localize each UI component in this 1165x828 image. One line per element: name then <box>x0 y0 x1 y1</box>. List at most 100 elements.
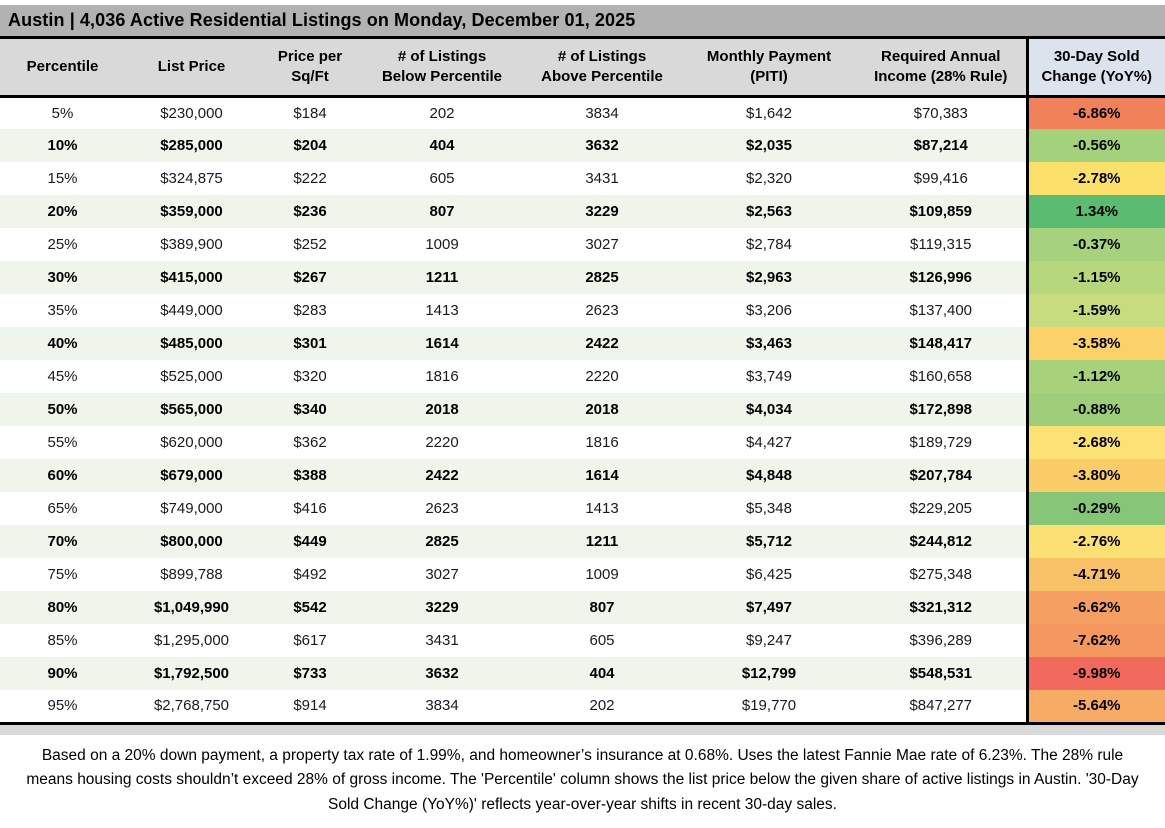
cell-yoy-change: -9.98% <box>1025 657 1165 690</box>
cell-list-price: $525,000 <box>160 368 223 385</box>
cell-listings-above: 3027 <box>585 236 619 253</box>
cell-monthly-payment: $3,206 <box>746 302 792 319</box>
cell-yoy-change: -1.12% <box>1025 360 1165 393</box>
cell-listings-below: 2220 <box>425 434 459 451</box>
cell-monthly-payment: $2,320 <box>746 170 792 187</box>
cell-listings-above: 1009 <box>585 566 619 583</box>
table-row: 65% $749,000 $416 2623 1413 $5,348 $229,… <box>0 492 1165 525</box>
footer-divider-strip <box>0 724 1165 735</box>
cell-listings-above: 605 <box>589 632 615 649</box>
cell-percentile: 20% <box>47 203 78 220</box>
cell-yoy-change: -0.37% <box>1025 228 1165 261</box>
cell-required-income: $109,859 <box>909 203 973 220</box>
cell-listings-below: 2825 <box>425 533 459 550</box>
cell-list-price: $285,000 <box>160 137 223 154</box>
cell-percentile: 65% <box>47 500 78 517</box>
cell-price-per-sqft: $362 <box>293 434 327 451</box>
table-row: 70% $800,000 $449 2825 1211 $5,712 $244,… <box>0 525 1165 558</box>
cell-required-income: $137,400 <box>909 302 973 319</box>
cell-monthly-payment: $4,034 <box>746 401 792 418</box>
footnote-text: Based on a 20% down payment, a property … <box>26 746 1139 814</box>
cell-list-price: $800,000 <box>160 533 223 550</box>
cell-list-price: $449,000 <box>160 302 223 319</box>
cell-percentile: 5% <box>51 104 74 122</box>
cell-percentile: 75% <box>47 566 78 583</box>
cell-required-income: $119,315 <box>910 236 972 253</box>
cell-price-per-sqft: $267 <box>293 269 327 286</box>
table-row: 15% $324,875 $222 605 3431 $2,320 $99,41… <box>0 162 1165 195</box>
table-header: Percentile List Price Price per Sq/Ft # … <box>0 39 1165 98</box>
table-row: 75% $899,788 $492 3027 1009 $6,425 $275,… <box>0 558 1165 591</box>
cell-listings-above: 3229 <box>585 203 619 220</box>
table-row: 5% $230,000 $184 202 3834 $1,642 $70,383… <box>0 96 1165 129</box>
cell-required-income: $70,383 <box>913 104 968 122</box>
cell-listings-above: 404 <box>589 665 615 682</box>
column-header-listings-above: # of Listings Above Percentile <box>522 39 682 98</box>
cell-price-per-sqft: $301 <box>293 335 327 352</box>
cell-percentile: 25% <box>47 236 78 253</box>
cell-listings-above: 1211 <box>585 533 619 550</box>
cell-listings-above: 3834 <box>585 104 619 122</box>
cell-list-price: $415,000 <box>160 269 223 286</box>
table-row: 80% $1,049,990 $542 3229 807 $7,497 $321… <box>0 591 1165 624</box>
table-row: 90% $1,792,500 $733 3632 404 $12,799 $54… <box>0 657 1165 690</box>
cell-yoy-change: -3.58% <box>1025 327 1165 360</box>
cell-monthly-payment: $5,348 <box>746 500 792 517</box>
cell-list-price: $230,000 <box>160 104 223 122</box>
table-row: 50% $565,000 $340 2018 2018 $4,034 $172,… <box>0 393 1165 426</box>
column-header-required-income: Required Annual Income (28% Rule) <box>856 39 1027 98</box>
top-margin <box>0 0 1165 5</box>
cell-listings-above: 1816 <box>585 434 619 451</box>
cell-listings-below: 3229 <box>425 599 459 616</box>
cell-percentile: 55% <box>47 434 78 451</box>
column-header-monthly-payment: Monthly Payment (PITI) <box>682 39 856 98</box>
cell-required-income: $847,277 <box>856 690 1027 725</box>
cell-price-per-sqft: $492 <box>293 566 327 583</box>
header-row: Percentile List Price Price per Sq/Ft # … <box>0 39 1165 98</box>
cell-required-income: $172,898 <box>909 401 973 418</box>
cell-required-income: $126,996 <box>909 269 973 286</box>
cell-listings-below: 2018 <box>425 401 459 418</box>
cell-required-income: $321,312 <box>909 599 973 616</box>
title-bar: Austin | 4,036 Active Residential Listin… <box>0 5 1165 39</box>
cell-required-income: $396,289 <box>909 632 973 649</box>
cell-yoy-change: -0.56% <box>1025 129 1165 162</box>
cell-percentile: 70% <box>47 533 78 550</box>
table-row: 85% $1,295,000 $617 3431 605 $9,247 $396… <box>0 624 1165 657</box>
cell-listings-below: 3834 <box>362 690 522 725</box>
cell-list-price: $2,768,750 <box>125 690 258 725</box>
cell-price-per-sqft: $184 <box>293 104 327 122</box>
cell-monthly-payment: $2,563 <box>746 203 792 220</box>
cell-list-price: $389,900 <box>160 236 223 253</box>
column-header-listings-below: # of Listings Below Percentile <box>362 39 522 98</box>
cell-price-per-sqft: $252 <box>293 236 327 253</box>
cell-monthly-payment: $2,035 <box>746 137 792 154</box>
cell-price-per-sqft: $320 <box>293 368 327 385</box>
cell-price-per-sqft: $914 <box>258 690 362 725</box>
cell-price-per-sqft: $542 <box>293 599 327 616</box>
cell-required-income: $148,417 <box>909 335 973 352</box>
cell-listings-below: 3431 <box>425 632 459 649</box>
cell-monthly-payment: $3,749 <box>746 368 792 385</box>
cell-listings-above: 2220 <box>585 368 619 385</box>
cell-percentile: 40% <box>47 335 78 352</box>
cell-required-income: $548,531 <box>909 665 973 682</box>
cell-yoy-change: -2.76% <box>1025 525 1165 558</box>
table-row: 25% $389,900 $252 1009 3027 $2,784 $119,… <box>0 228 1165 261</box>
cell-list-price: $324,875 <box>160 170 223 187</box>
cell-yoy-change: -0.29% <box>1025 492 1165 525</box>
cell-monthly-payment: $6,425 <box>746 566 792 583</box>
cell-monthly-payment: $3,463 <box>746 335 792 352</box>
table-row: 40% $485,000 $301 1614 2422 $3,463 $148,… <box>0 327 1165 360</box>
column-header-list-price: List Price <box>125 39 258 98</box>
cell-listings-above: 2422 <box>585 335 619 352</box>
cell-listings-below: 2422 <box>425 467 459 484</box>
cell-monthly-payment: $9,247 <box>746 632 792 649</box>
cell-price-per-sqft: $236 <box>293 203 327 220</box>
cell-yoy-change: -3.80% <box>1025 459 1165 492</box>
cell-required-income: $189,729 <box>909 434 973 451</box>
cell-listings-below: 1413 <box>425 302 459 319</box>
column-header-yoy-change: 30-Day Sold Change (YoY%) <box>1025 39 1165 98</box>
cell-percentile: 95% <box>0 690 125 725</box>
